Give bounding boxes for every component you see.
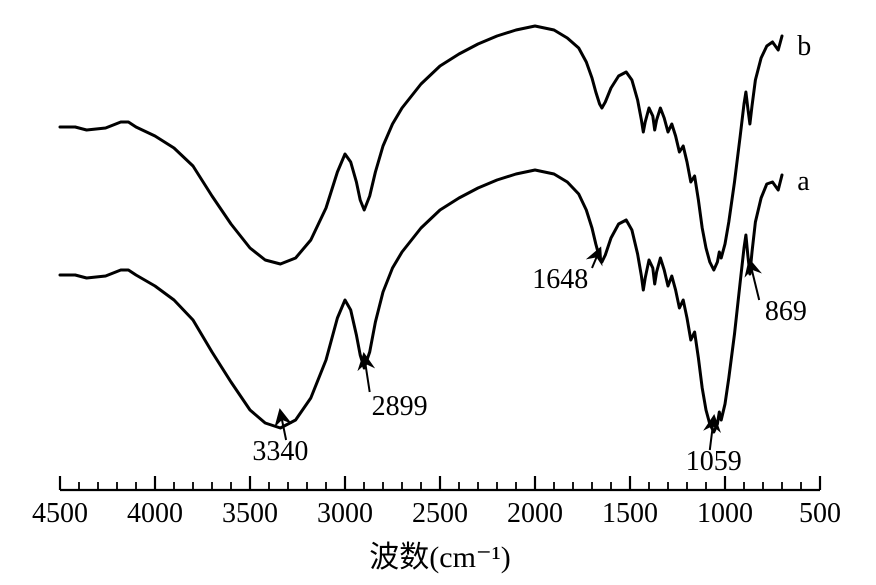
peak-label-869: 869 bbox=[765, 296, 807, 327]
ir-spectrum-chart: a b 3340 2899 1648 1059 869 4500 4000 3500 3000 250… bbox=[0, 0, 876, 585]
x-tick-label: 3000 bbox=[317, 498, 373, 529]
x-tick-label: 500 bbox=[799, 498, 841, 529]
x-tick-label: 3500 bbox=[222, 498, 278, 529]
peak-label-1648: 1648 bbox=[532, 264, 588, 295]
peak-label-2899: 2899 bbox=[372, 391, 428, 422]
x-tick-label: 2500 bbox=[412, 498, 468, 529]
series-label-b: b bbox=[797, 31, 811, 62]
x-axis-title: 波数(cm⁻¹) bbox=[369, 541, 510, 574]
x-tick-label: 4000 bbox=[127, 498, 183, 529]
series-label-a: a bbox=[797, 166, 810, 197]
peak-label-3340: 3340 bbox=[252, 436, 308, 467]
x-tick-label: 1500 bbox=[602, 498, 658, 529]
x-tick-label: 4500 bbox=[32, 498, 88, 529]
x-tick-label: 1000 bbox=[697, 498, 753, 529]
x-tick-label: 2000 bbox=[507, 498, 563, 529]
peak-label-1059: 1059 bbox=[686, 446, 742, 477]
